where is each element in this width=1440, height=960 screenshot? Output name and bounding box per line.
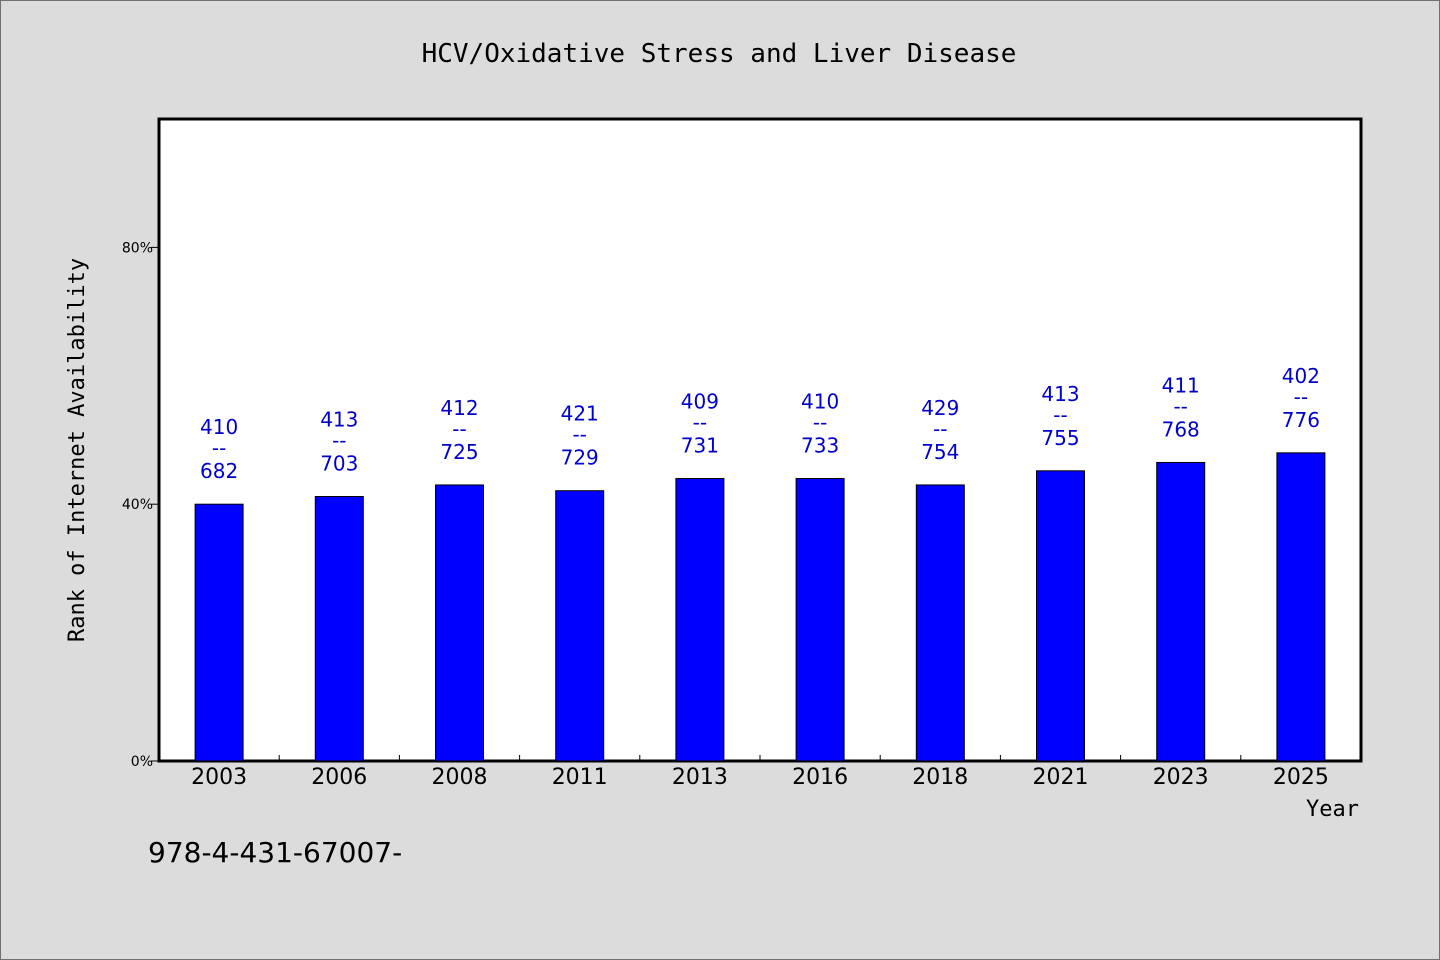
y-tick-label: 0%: [131, 754, 153, 770]
data-label-sep: --: [1294, 385, 1308, 409]
data-label-bottom: 755: [1041, 426, 1079, 450]
chart-title: HCV/Oxidative Stress and Liver Disease: [422, 39, 1017, 69]
data-label-top: 413: [1041, 382, 1079, 406]
bar: [675, 478, 725, 762]
data-label-sep: --: [813, 411, 827, 435]
bar: [555, 490, 605, 762]
data-label-sep: --: [693, 411, 707, 435]
x-tick-label: 2011: [552, 765, 608, 790]
y-axis-label: Rank of Internet Availability: [65, 258, 90, 642]
data-label-bottom: 731: [681, 434, 719, 458]
data-label-bottom: 682: [200, 459, 238, 483]
data-label-sep: --: [452, 417, 466, 441]
bar-series: [194, 452, 1326, 762]
x-tick-label: 2003: [191, 765, 247, 790]
y-tick-label: 40%: [122, 497, 153, 513]
bar: [435, 484, 484, 762]
data-label-top: 413: [320, 407, 358, 431]
footnote-isbn: 978-4-431-67007-: [148, 836, 402, 869]
data-label-top: 411: [1162, 373, 1200, 397]
data-label-bottom: 754: [921, 440, 959, 464]
data-label-bottom: 729: [561, 446, 599, 470]
data-label-sep: --: [1173, 394, 1187, 418]
data-label-sep: --: [572, 423, 586, 447]
bar: [1036, 470, 1085, 762]
data-label-bottom: 703: [320, 451, 358, 475]
data-label-sep: --: [332, 428, 346, 452]
data-label-top: 412: [440, 396, 478, 420]
x-tick-label: 2013: [672, 765, 728, 790]
data-label-bottom: 725: [440, 440, 478, 464]
x-tick-label: 2021: [1033, 765, 1089, 790]
bar: [795, 478, 845, 762]
bar: [194, 503, 244, 762]
data-label-top: 410: [200, 415, 238, 439]
data-label-top: 410: [801, 390, 839, 414]
data-label-top: 402: [1282, 364, 1320, 388]
bar: [1156, 461, 1206, 762]
bar: [314, 495, 364, 762]
x-tick-label: 2006: [311, 765, 367, 790]
data-label-top: 409: [681, 390, 719, 414]
data-label-bottom: 733: [801, 434, 839, 458]
y-axis-ticks: 0% 40% 80%: [122, 240, 159, 770]
data-label-top: 421: [561, 402, 599, 426]
x-tick-label: 2016: [792, 765, 848, 790]
data-label-bottom: 768: [1162, 417, 1200, 441]
x-tick-label: 2018: [912, 765, 968, 790]
x-tick-label: 2025: [1273, 765, 1329, 790]
y-tick-label: 80%: [122, 240, 153, 256]
data-label-top: 429: [921, 396, 959, 420]
x-tick-label: 2008: [432, 765, 488, 790]
data-labels: 410--682413--703412--725421--729409--731…: [200, 364, 1320, 483]
x-tick-label: 2023: [1153, 765, 1209, 790]
data-label-sep: --: [1053, 403, 1067, 427]
data-label-sep: --: [933, 417, 947, 441]
data-label-bottom: 776: [1282, 408, 1320, 432]
data-label-sep: --: [212, 436, 226, 460]
x-axis-ticks: 2003 2006 2008 2011 2013 2016 2018 2021 2023 2025: [191, 755, 1329, 790]
bar: [1276, 452, 1326, 762]
x-axis-label: Year: [1306, 797, 1359, 822]
bar: [915, 484, 965, 762]
